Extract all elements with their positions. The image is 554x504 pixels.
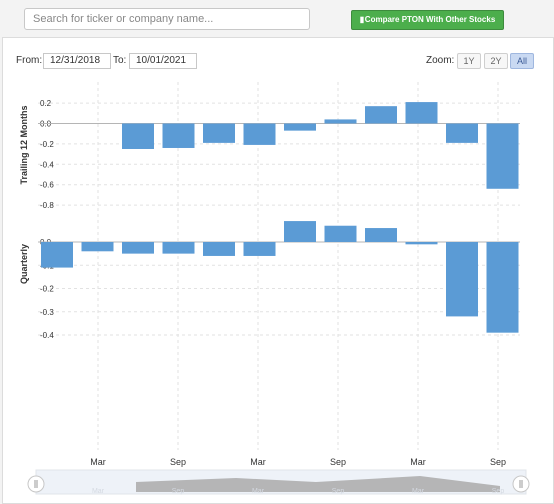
- x-tick-label: Sep: [330, 457, 346, 467]
- navigator-right-handle[interactable]: [512, 475, 530, 493]
- y-tick-label: 0.2: [40, 99, 52, 108]
- navigator-label: Sep: [332, 488, 345, 495]
- x-tick-label: Mar: [410, 457, 426, 467]
- data-bar: [203, 242, 235, 256]
- search-input[interactable]: Search for ticker or company name...: [24, 8, 310, 30]
- to-label: To:: [113, 55, 127, 66]
- navigator-label: Mar: [92, 488, 105, 495]
- data-bar: [365, 228, 397, 242]
- x-tick-label: Sep: [490, 457, 506, 467]
- data-bar: [446, 123, 478, 143]
- x-tick-label: Sep: [170, 457, 186, 467]
- data-bar: [41, 242, 73, 268]
- navigator-label: Mar: [412, 488, 425, 495]
- data-bar: [486, 242, 519, 333]
- navigator-left-handle[interactable]: [27, 475, 45, 493]
- data-bar: [405, 242, 438, 245]
- data-bar: [122, 123, 154, 149]
- data-bar: [324, 225, 357, 242]
- compare-button[interactable]: ▮ Compare PTON With Other Stocks: [351, 10, 504, 30]
- y-tick-label: -0.6: [40, 181, 54, 190]
- data-bar: [284, 123, 316, 131]
- y-tick-label: -0.4: [40, 160, 54, 169]
- data-bar: [203, 123, 235, 143]
- navigator-label: Sep: [492, 488, 505, 495]
- y-axis-title: Trailing 12 Months: [19, 105, 29, 184]
- y-tick-label: -0.2: [40, 285, 54, 294]
- from-date-input[interactable]: 12/31/2018: [43, 53, 111, 69]
- from-label: From:: [16, 55, 43, 66]
- zoom-label: Zoom:: [426, 55, 455, 66]
- y-tick-label: -0.2: [40, 140, 54, 149]
- y-tick-label: -0.4: [40, 331, 54, 340]
- data-bar: [243, 242, 276, 256]
- data-bar: [122, 242, 154, 254]
- data-bar: [243, 123, 276, 145]
- data-bar: [284, 221, 316, 242]
- y-tick-label: -0.8: [40, 201, 54, 210]
- zoom-2y-button[interactable]: 2Y: [484, 53, 508, 69]
- navigator-series: [136, 476, 500, 492]
- data-bar: [162, 123, 195, 148]
- compare-button-label: Compare PTON With Other Stocks: [364, 15, 496, 24]
- x-tick-label: Mar: [250, 457, 266, 467]
- zoom-all-button[interactable]: All: [510, 53, 534, 69]
- x-tick-label: Mar: [90, 457, 106, 467]
- data-bar: [365, 106, 397, 124]
- y-axis-title: Quarterly: [19, 244, 29, 284]
- to-date-input[interactable]: 10/01/2021: [129, 53, 197, 69]
- zoom-1y-button[interactable]: 1Y: [457, 53, 481, 69]
- data-bar: [162, 242, 195, 254]
- bar-chart-icon: ▮: [359, 15, 365, 24]
- data-bar: [81, 242, 114, 252]
- data-bar: [486, 123, 519, 189]
- data-bar: [405, 102, 438, 124]
- y-tick-label: -0.3: [40, 308, 54, 317]
- navigator-label: Mar: [252, 488, 265, 495]
- data-bar: [446, 242, 478, 317]
- navigator-label: Sep: [172, 488, 185, 495]
- data-bar: [324, 119, 357, 124]
